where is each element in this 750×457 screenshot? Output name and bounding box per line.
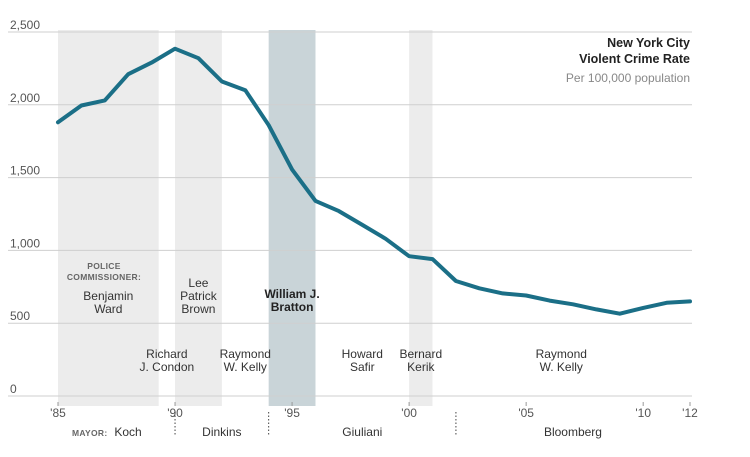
commissioner-labels: POLICE COMMISSIONER: Benjamin Ward Richard J.… bbox=[67, 261, 587, 374]
series-line bbox=[56, 46, 692, 316]
y-tick-label: 2,000 bbox=[10, 91, 40, 105]
mayor-dinkins: Dinkins bbox=[202, 425, 241, 439]
chart-subtitle: Per 100,000 population bbox=[566, 71, 690, 85]
band-bernard-kerik bbox=[409, 30, 433, 406]
mayor-bloomberg: Bloomberg bbox=[544, 425, 602, 439]
mayor-koch: Koch bbox=[114, 425, 141, 439]
commissioner-raymond-w-kelly: Raymond W. Kelly bbox=[220, 347, 271, 374]
y-axis-ticks: 0 500 1,000 1,500 2,000 2,500 bbox=[10, 18, 40, 396]
y-tick-label: 500 bbox=[10, 309, 30, 323]
mayor-labels: MAYOR: Koch Dinkins Giuliani Bloomberg bbox=[72, 412, 602, 439]
x-tick-label: '85 bbox=[50, 406, 66, 420]
x-axis-ticks: '85'90'95'00'05'10'12 bbox=[50, 402, 698, 420]
commissioner-benjamin-ward: Benjamin Ward bbox=[83, 289, 133, 316]
band-lee-patrick-brown bbox=[175, 30, 222, 406]
x-tick-label: '05 bbox=[518, 406, 534, 420]
chart-title: New York City bbox=[607, 36, 690, 50]
band-william-j-bratton bbox=[268, 30, 316, 406]
chart-title-line2: Violent Crime Rate bbox=[579, 52, 690, 66]
y-tick-label: 1,000 bbox=[10, 236, 40, 250]
x-tick-label: '95 bbox=[284, 406, 300, 420]
x-tick-label: '10 bbox=[635, 406, 651, 420]
commissioner-lee-patrick-brown: Lee Patrick Brown bbox=[180, 276, 218, 316]
y-tick-label: 2,500 bbox=[10, 18, 40, 32]
mayor-header: MAYOR: bbox=[72, 428, 108, 438]
y-tick-label: 0 bbox=[10, 382, 17, 396]
y-tick-label: 1,500 bbox=[10, 164, 40, 178]
x-tick-label: '00 bbox=[401, 406, 417, 420]
commissioner-bernard-kerik: Bernard Kerik bbox=[399, 347, 442, 374]
commissioner-raymond-w-kelly: Raymond W. Kelly bbox=[536, 347, 587, 374]
commissioner-richard-j-condon: Richard J. Condon bbox=[139, 347, 194, 374]
violent-crime-rate-line bbox=[56, 46, 692, 316]
commissioner-header: POLICE COMMISSIONER: bbox=[67, 261, 141, 282]
commissioner-william-j-bratton: William J. Bratton bbox=[264, 287, 319, 314]
band-benjamin-ward bbox=[58, 30, 159, 406]
commissioner-shading bbox=[58, 30, 433, 406]
gridlines bbox=[8, 31, 692, 397]
mayor-giuliani: Giuliani bbox=[342, 425, 382, 439]
commissioner-howard-safir: Howard Safir bbox=[342, 347, 383, 374]
x-tick-label: '12 bbox=[682, 406, 698, 420]
